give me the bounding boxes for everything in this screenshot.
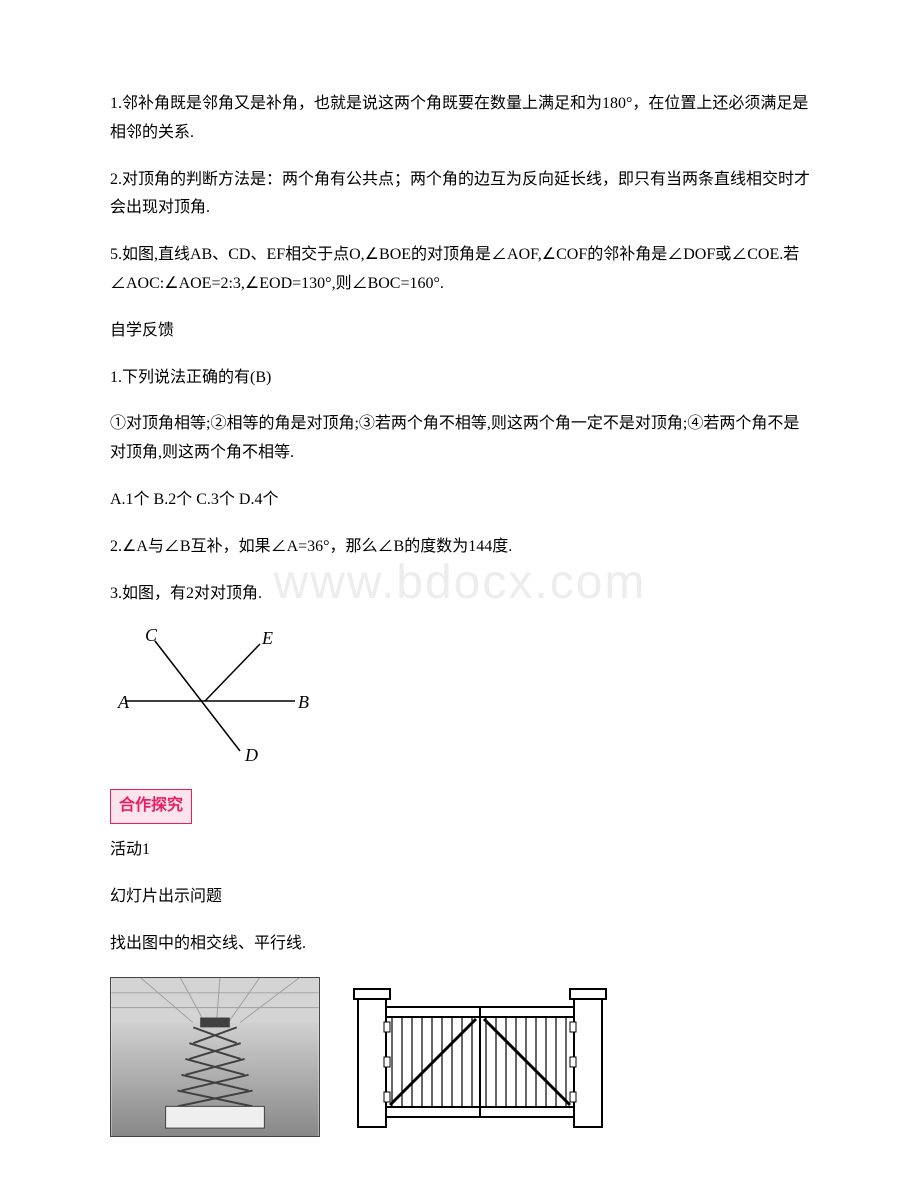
paragraph-feedback-heading: 自学反馈: [110, 317, 810, 346]
svg-text:C: C: [145, 626, 158, 645]
paragraph-5: 5.如图,直线AB、CD、EF相交于点O,∠BOE的对顶角是∠AOF,∠COF的…: [110, 241, 810, 299]
svg-text:E: E: [261, 628, 273, 648]
question-1: 1.下列说法正确的有(B): [110, 364, 810, 393]
image-row: [110, 977, 810, 1137]
activity-1-heading: 活动1: [110, 836, 810, 865]
svg-text:A: A: [117, 692, 130, 712]
paragraph-1: 1.邻补角既是邻角又是补角，也就是说这两个角既要在数量上满足和为180°，在位置…: [110, 90, 810, 148]
question-1-choices: A.1个 B.2个 C.3个 D.4个: [110, 486, 810, 515]
question-3: 3.如图，有2对对顶角.: [110, 580, 810, 609]
question-1-options: ①对顶角相等;②相等的角是对顶角;③若两个角不相等,则这两个角一定不是对顶角;④…: [110, 410, 810, 468]
paragraph-2: 2.对顶角的判断方法是：两个角有公共点；两个角的边互为反向延长线，即只有当两条直…: [110, 166, 810, 224]
section-label-cooperation: 合作探究: [110, 789, 192, 824]
slide-question-heading: 幻灯片出示问题: [110, 883, 810, 912]
scissor-lift-photo: [110, 977, 320, 1137]
angle-diagram: A B C D E: [110, 626, 320, 771]
find-lines-instruction: 找出图中的相交线、平行线.: [110, 930, 810, 959]
svg-text:D: D: [244, 745, 258, 765]
question-2: 2.∠A与∠B互补，如果∠A=36°，那么∠B的度数为144度.: [110, 533, 810, 562]
document-content: 1.邻补角既是邻角又是补角，也就是说这两个角既要在数量上满足和为180°，在位置…: [110, 90, 810, 1137]
gate-drawing: [350, 977, 610, 1137]
svg-text:B: B: [298, 692, 309, 712]
